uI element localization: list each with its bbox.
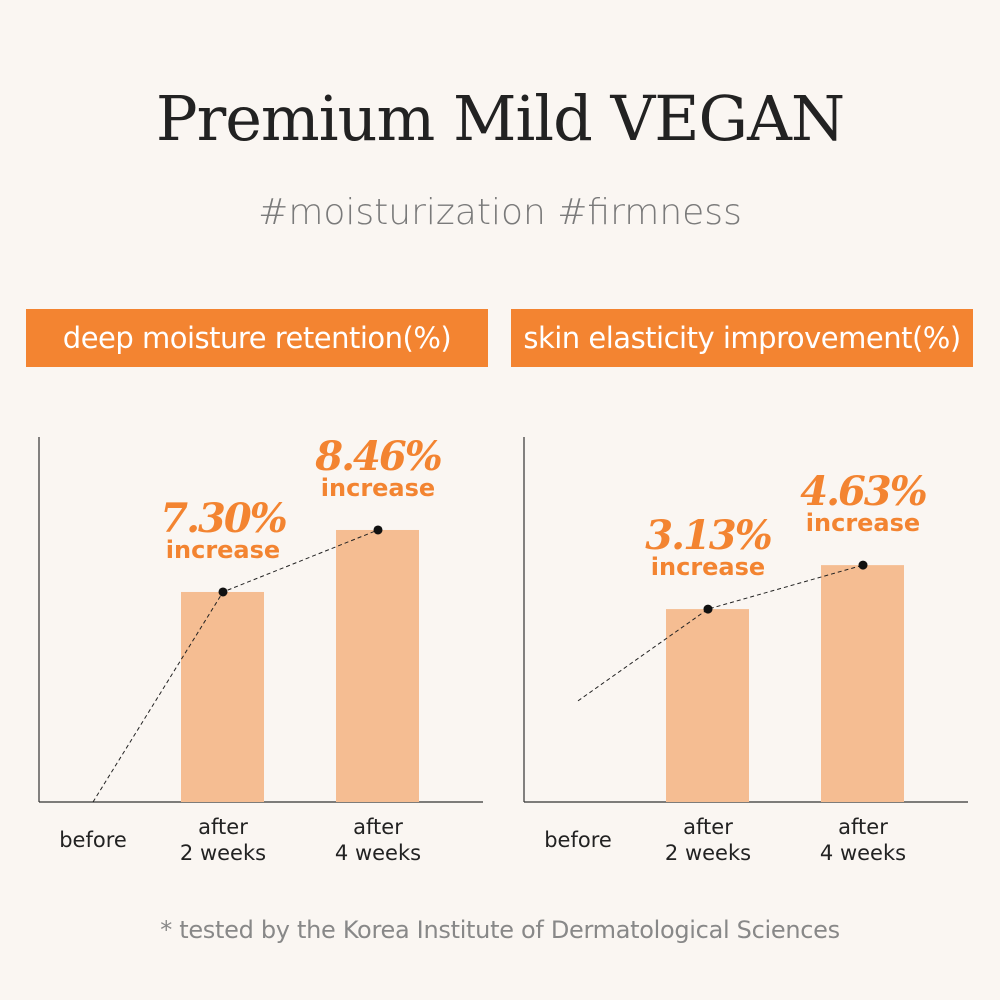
- chart-title-elasticity: skin elasticity improvement(%): [511, 309, 973, 367]
- footnote: * tested by the Korea Institute of Derma…: [160, 916, 840, 944]
- tick-label: 4 weeks: [820, 841, 906, 865]
- data-annotation: increase: [166, 536, 280, 564]
- page-title: Premium Mild VEGAN: [155, 82, 845, 155]
- bar-1: [181, 591, 264, 802]
- bar-1: [666, 609, 749, 802]
- trend-line: [577, 564, 864, 702]
- page-subtitle: #moisturization #firmness: [258, 192, 742, 233]
- data-point: [858, 560, 868, 570]
- chart-title-moisture: deep moisture retention(%): [26, 309, 488, 367]
- tick-label: after: [198, 815, 248, 839]
- tick-label: before: [544, 828, 612, 852]
- data-annotation: increase: [651, 553, 765, 581]
- tick-label: 4 weeks: [335, 841, 421, 865]
- tick-label: 2 weeks: [180, 841, 266, 865]
- tick-label: before: [59, 828, 127, 852]
- data-annotation: increase: [806, 509, 920, 537]
- bar-2: [336, 529, 419, 802]
- data-label: 3.13%: [645, 512, 771, 559]
- data-point: [373, 525, 383, 535]
- tick-label: 2 weeks: [665, 841, 751, 865]
- data-label: 4.63%: [800, 468, 926, 515]
- data-point: [703, 604, 713, 614]
- tick-label: after: [838, 815, 888, 839]
- data-point: [218, 587, 228, 597]
- data-label: 7.30%: [160, 495, 286, 542]
- tick-label: after: [353, 815, 403, 839]
- bar-2: [821, 565, 904, 802]
- data-label: 8.46%: [314, 433, 441, 480]
- tick-label: after: [683, 815, 733, 839]
- data-annotation: increase: [321, 474, 435, 502]
